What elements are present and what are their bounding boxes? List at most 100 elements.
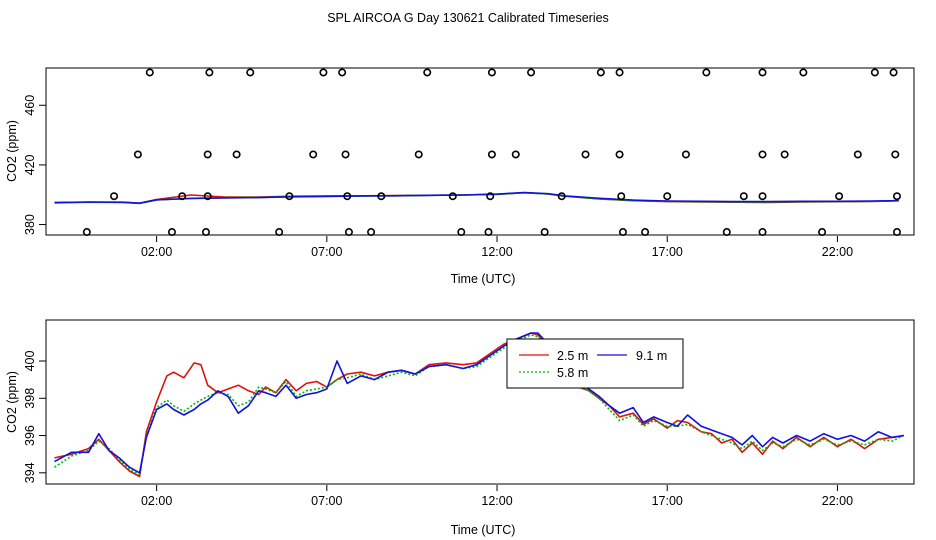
flag-point <box>540 228 549 237</box>
flag-point <box>527 68 536 77</box>
flag-point <box>596 68 605 77</box>
flag-point <box>892 192 901 201</box>
top-y-axis: 380 420 460 <box>23 95 46 235</box>
flag-point <box>82 228 91 237</box>
flag-point <box>344 228 353 237</box>
flag-point <box>853 150 862 159</box>
y-tick-label: 398 <box>23 388 37 409</box>
flag-point <box>799 68 808 77</box>
legend-label-9-1m: 9.1 m <box>636 349 667 363</box>
flag-point <box>448 192 457 201</box>
flag-point <box>557 192 566 201</box>
x-tick-label: 02:00 <box>141 494 172 508</box>
flag-point <box>110 192 119 201</box>
x-tick-label: 17:00 <box>652 494 683 508</box>
flag-point <box>615 68 624 77</box>
flag-point <box>615 150 624 159</box>
top-x-axis-label: Time (UTC) <box>451 272 516 286</box>
chart-title: SPL AIRCOA G Day 130621 Calibrated Times… <box>327 11 609 25</box>
flag-point <box>641 228 650 237</box>
flag-point <box>457 228 466 237</box>
y-tick-label: 394 <box>23 462 37 483</box>
flag-point <box>739 192 748 201</box>
y-tick-label: 460 <box>23 95 37 116</box>
flag-point <box>377 192 386 201</box>
top-y-axis-label: CO2 (ppm) <box>5 120 19 182</box>
y-tick-label: 420 <box>23 154 37 175</box>
y-tick-label: 396 <box>23 425 37 446</box>
flag-point <box>891 150 900 159</box>
top-flag-points <box>82 68 901 237</box>
flag-point <box>663 192 672 201</box>
bottom-plot-frame <box>45 319 915 485</box>
flag-point <box>835 192 844 201</box>
flag-point <box>618 228 627 237</box>
top-series-lines <box>54 191 899 205</box>
series-line-2-5-m <box>54 332 904 478</box>
x-tick-label: 22:00 <box>822 494 853 508</box>
bottom-panel: 02:00 07:00 12:00 17:00 22:00 394 396 398 400 T… <box>5 319 915 537</box>
flag-point <box>167 228 176 237</box>
top-panel: 02:00 07:00 12:00 17:00 22:00 380 420 460 Time… <box>5 67 915 286</box>
flag-point <box>205 68 214 77</box>
flag-point <box>722 228 731 237</box>
flag-point <box>758 150 767 159</box>
flag-point <box>338 68 347 77</box>
flag-point <box>275 228 284 237</box>
flag-point <box>309 150 318 159</box>
flag-point <box>145 68 154 77</box>
flag-point <box>681 150 690 159</box>
flag-point <box>343 192 352 201</box>
x-tick-label: 12:00 <box>481 494 512 508</box>
x-tick-label: 12:00 <box>481 245 512 259</box>
legend: 2.5 m 5.8 m 9.1 m <box>506 338 684 389</box>
flag-point <box>758 192 767 201</box>
legend-box <box>506 338 684 389</box>
series-line-9-1-m <box>54 332 904 474</box>
top-plot-frame <box>45 67 915 236</box>
flag-point <box>319 68 328 77</box>
flag-point <box>892 228 901 237</box>
flag-point <box>818 228 827 237</box>
flag-point <box>702 68 711 77</box>
flag-point <box>367 228 376 237</box>
flag-point <box>487 68 496 77</box>
flag-point <box>203 192 212 201</box>
flag-point <box>341 150 350 159</box>
flag-point <box>414 150 423 159</box>
bottom-series-lines <box>54 332 905 478</box>
x-tick-label: 02:00 <box>141 245 172 259</box>
flag-point <box>486 192 495 201</box>
flag-point <box>178 192 187 201</box>
flag-point <box>511 150 520 159</box>
flag-point <box>780 150 789 159</box>
x-tick-label: 07:00 <box>311 494 342 508</box>
flag-point <box>617 192 626 201</box>
x-tick-label: 22:00 <box>822 245 853 259</box>
flag-point <box>201 228 210 237</box>
legend-label-2-5m: 2.5 m <box>557 349 588 363</box>
flag-point <box>232 150 241 159</box>
flag-point <box>246 68 255 77</box>
y-tick-label: 380 <box>23 214 37 235</box>
legend-label-5-8m: 5.8 m <box>557 366 588 380</box>
flag-point <box>889 68 898 77</box>
bottom-y-axis-label: CO2 (ppm) <box>5 371 19 433</box>
flag-point <box>484 228 493 237</box>
flag-point <box>423 68 432 77</box>
bottom-x-axis-label: Time (UTC) <box>451 523 516 537</box>
series-line-5-8-m <box>54 334 905 476</box>
flag-point <box>133 150 142 159</box>
flag-point <box>285 192 294 201</box>
x-tick-label: 07:00 <box>311 245 342 259</box>
bottom-x-axis: 02:00 07:00 12:00 17:00 22:00 <box>141 485 853 508</box>
x-tick-label: 17:00 <box>652 245 683 259</box>
series-line-9-1-m <box>54 191 899 204</box>
flag-point <box>203 150 212 159</box>
flag-point <box>758 68 767 77</box>
top-x-axis: 02:00 07:00 12:00 17:00 22:00 <box>141 236 853 259</box>
flag-point <box>487 150 496 159</box>
bottom-y-axis: 394 396 398 400 <box>23 351 46 483</box>
flag-point <box>758 228 767 237</box>
